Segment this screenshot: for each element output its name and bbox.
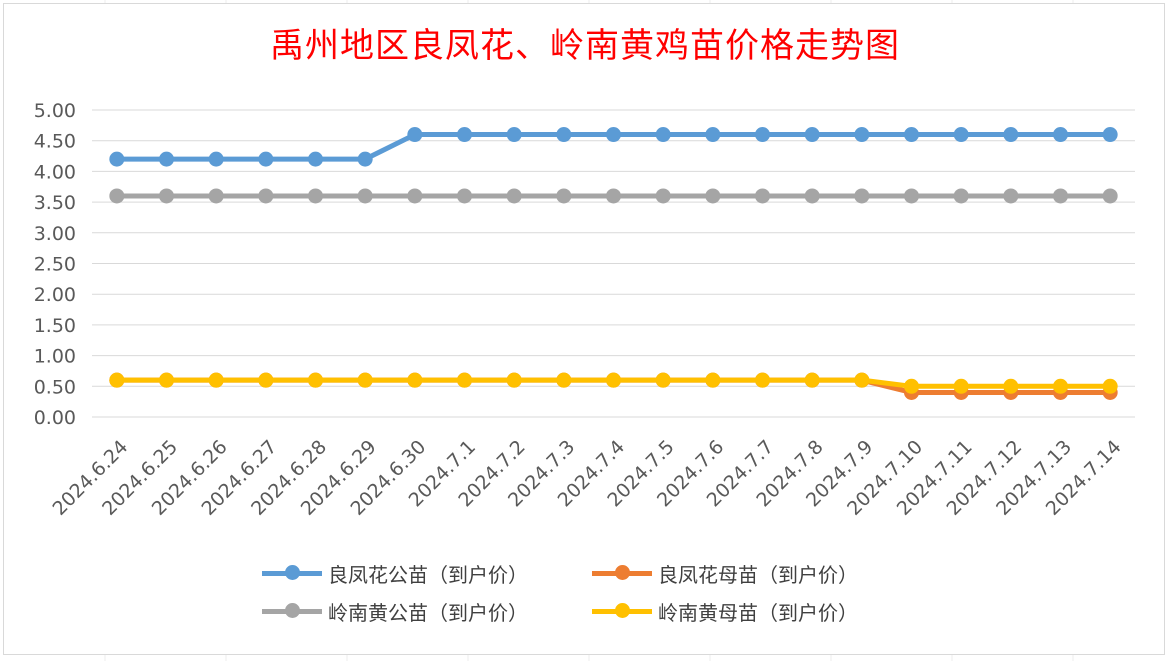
legend-marker [285,603,300,618]
data-point [953,127,969,143]
y-tick-label: 1.50 [34,315,76,337]
data-point [109,151,125,167]
data-point [804,188,820,204]
data-point [1102,378,1118,394]
legend-swatch-icon [262,603,322,618]
legend-item-lingnanhuang-female: 岭南黄母苗（到户价） [592,598,922,625]
y-tick-label: 4.50 [34,131,76,153]
data-point [904,378,919,394]
data-point [953,378,969,394]
data-point [755,188,770,204]
data-point [655,188,671,204]
data-point [755,372,770,388]
legend-item-lingnanhuang-male: 岭南黄公苗（到户价） [262,598,592,625]
y-tick-label: 0.00 [34,407,76,429]
legend-marker [615,565,630,580]
legend-label: 良凤花母苗（到户价） [658,562,858,587]
y-tick-label: 3.00 [34,223,76,245]
data-point [606,372,621,388]
legend: 良凤花公苗（到户价） 良凤花母苗（到户价） 岭南黄公苗（到户价） 岭南黄母苗（到… [262,560,962,625]
data-point [159,151,174,167]
y-tick-label: 3.50 [34,192,76,214]
data-point [854,127,870,143]
data-point [506,188,522,204]
data-point [1003,378,1019,394]
data-point [308,151,323,167]
data-point [506,127,522,143]
data-point [258,372,274,388]
y-tick-label: 2.00 [34,284,76,306]
y-tick-label: 5.00 [34,100,76,122]
data-point [1003,188,1019,204]
y-tick-label: 2.50 [34,254,76,276]
legend-label: 岭南黄母苗（到户价） [658,600,858,625]
legend-label: 岭南黄公苗（到户价） [328,600,528,625]
chart-area[interactable] [3,3,1165,655]
y-tick-label: 1.00 [34,346,76,368]
data-point [556,188,572,204]
data-point [556,127,572,143]
data-point [804,127,820,143]
legend-item-liangfenghua-female: 良凤花母苗（到户价） [592,560,922,587]
data-point [208,151,224,167]
data-point [953,188,969,204]
data-point [357,372,373,388]
data-point [1053,378,1068,394]
chart-title: 禹州地区良凤花、岭南黄鸡苗价格走势图 [270,26,900,66]
data-point [1102,127,1118,143]
data-point [655,127,671,143]
data-point [159,188,174,204]
data-point [407,372,423,388]
data-point [159,372,174,388]
data-point [258,188,274,204]
data-point [258,151,274,167]
legend-item-liangfenghua-male: 良凤花公苗（到户价） [262,560,592,587]
data-point [208,372,224,388]
legend-marker [285,565,300,580]
data-point [208,188,224,204]
data-point [655,372,671,388]
legend-swatch-icon [262,565,322,580]
data-point [904,127,919,143]
data-point [506,372,522,388]
data-point [606,188,621,204]
data-point [904,188,919,204]
legend-swatch-icon [592,565,652,580]
legend-marker [615,603,630,618]
data-point [407,127,423,143]
data-point [705,188,721,204]
data-point [854,188,870,204]
data-point [308,188,323,204]
data-point [457,188,472,204]
data-point [308,372,323,388]
data-point [1102,188,1118,204]
data-point [357,188,373,204]
data-point [457,127,472,143]
legend-label: 良凤花公苗（到户价） [328,562,528,587]
data-point [457,372,472,388]
data-point [804,372,820,388]
data-point [606,127,621,143]
data-point [1053,188,1068,204]
data-point [854,372,870,388]
data-point [109,372,125,388]
data-point [755,127,770,143]
data-point [357,151,373,167]
data-point [705,127,721,143]
legend-swatch-icon [592,603,652,618]
data-point [556,372,572,388]
data-point [705,372,721,388]
data-point [407,188,423,204]
data-point [109,188,125,204]
data-point [1003,127,1019,143]
y-tick-label: 0.50 [34,376,76,398]
y-tick-label: 4.00 [34,161,76,183]
data-point [1053,127,1068,143]
